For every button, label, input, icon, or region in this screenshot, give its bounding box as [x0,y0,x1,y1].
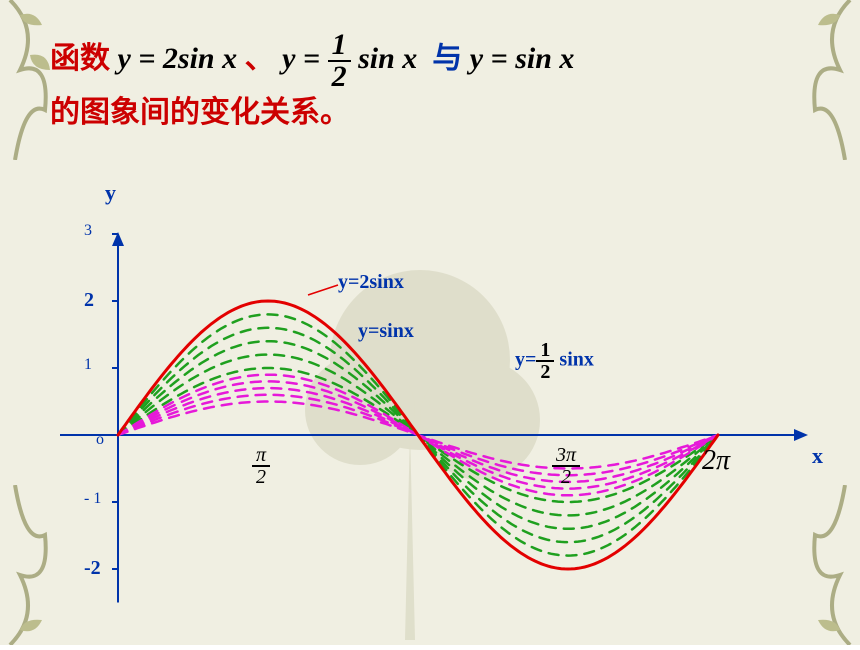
title-line2: 的图象间的变化关系。 [50,96,350,129]
title-text: 函数 y = 2sin x 、 y = 12 sin x 与 y = sin x… [50,30,800,134]
y-tick-label: 3 [84,222,92,240]
y-axis-label: y [105,180,116,206]
y-tick-label: o [96,431,104,449]
formula-3: y = sin x [470,42,575,75]
y-tick-label: - 1 [84,490,101,508]
curve-legend: y=12 sinx [515,340,594,382]
title-sep2: 与 [432,42,462,75]
x-tick-label: 3π2 [552,445,580,487]
ornament-top-right [790,0,860,160]
formula-2: y = 12 sin x [282,42,425,75]
chart-canvas [60,185,830,645]
x-axis-label: x [812,443,823,469]
curve-legend: y=sinx [358,320,414,343]
y-tick-label: -2 [84,557,101,580]
curve-legend: y=2sinx [338,271,404,294]
y-tick-label: 1 [84,356,92,374]
title-prefix: 函数 [50,42,110,75]
sine-chart: y x 321o- 1-2 π23π22π y=2sinxy=sinxy=12 … [60,185,830,645]
y-tick-label: 2 [84,289,94,312]
formula-1: y = 2sin x [118,42,245,75]
title-sep1: 、 [245,42,275,75]
x-tick-label: π2 [252,445,270,487]
x-tick-label: 2π [702,445,730,477]
